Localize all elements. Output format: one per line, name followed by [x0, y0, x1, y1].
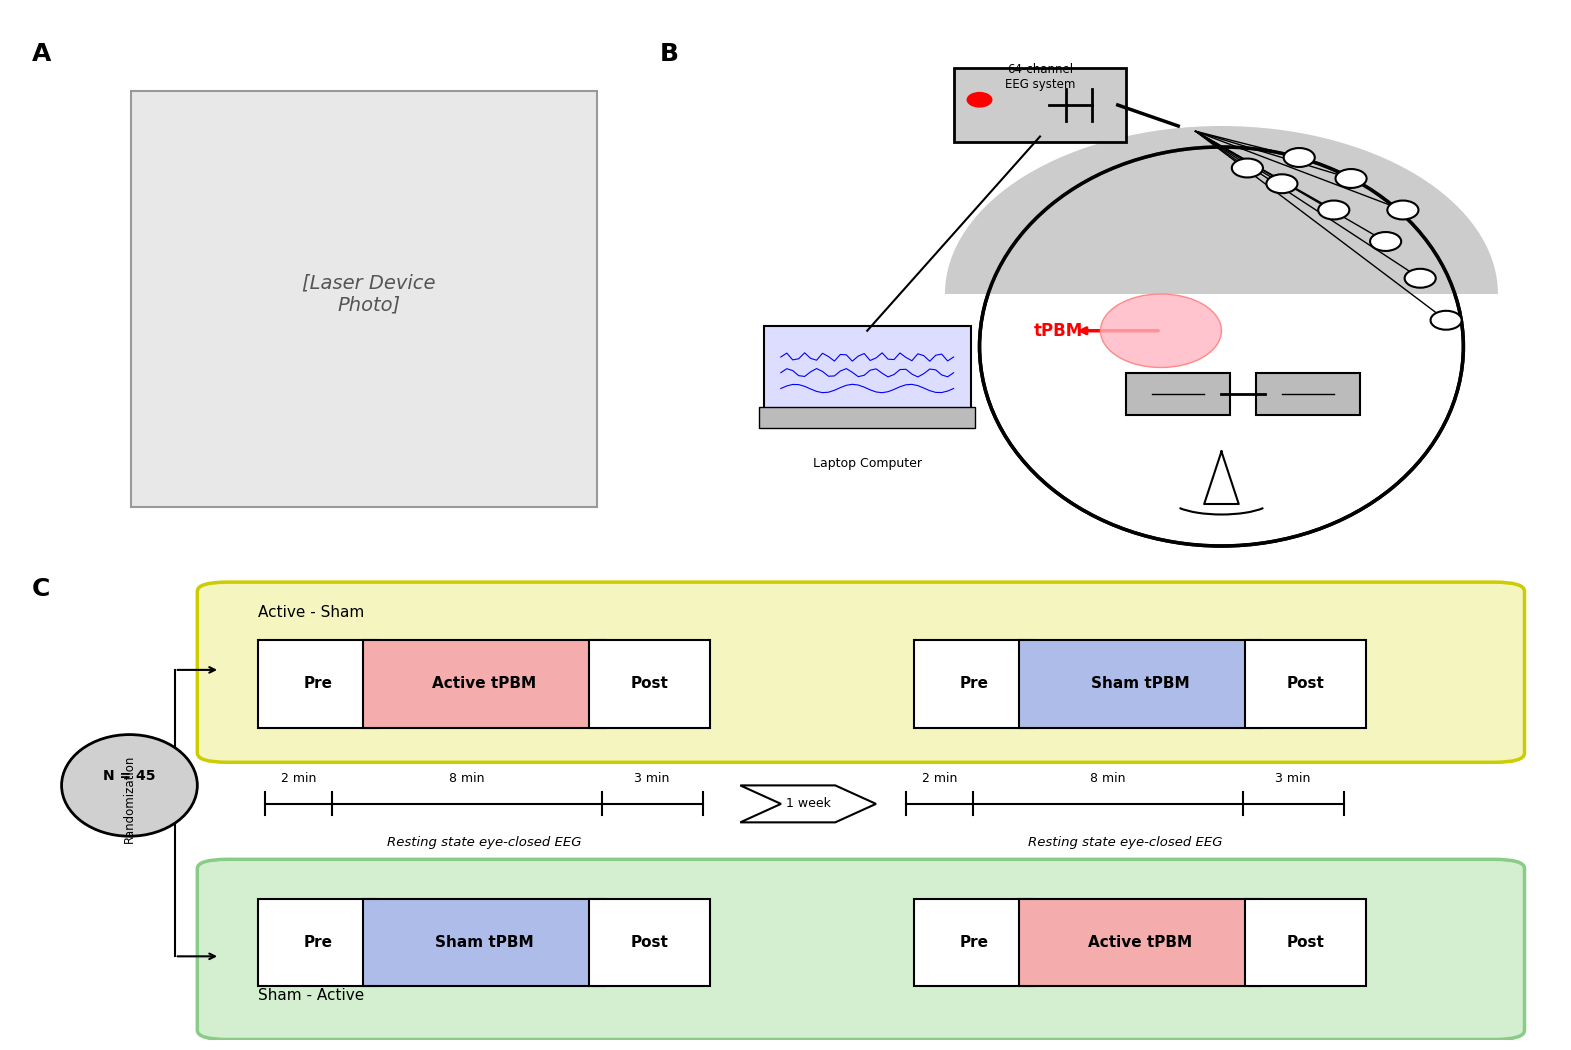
Polygon shape	[740, 785, 877, 822]
Text: Active tPBM: Active tPBM	[1087, 934, 1192, 950]
FancyBboxPatch shape	[198, 582, 1524, 762]
Text: [Laser Device
Photo]: [Laser Device Photo]	[303, 273, 435, 315]
Circle shape	[1404, 269, 1436, 288]
FancyBboxPatch shape	[1255, 373, 1359, 415]
Text: Sham tPBM: Sham tPBM	[1090, 676, 1189, 691]
Circle shape	[1318, 201, 1349, 219]
Text: 8 min: 8 min	[1090, 773, 1126, 785]
FancyBboxPatch shape	[1126, 373, 1230, 415]
FancyBboxPatch shape	[1020, 639, 1260, 728]
Text: Laptop Computer: Laptop Computer	[812, 457, 922, 469]
Circle shape	[1266, 174, 1298, 193]
FancyBboxPatch shape	[363, 639, 605, 728]
FancyBboxPatch shape	[914, 639, 1034, 728]
FancyBboxPatch shape	[1246, 899, 1367, 986]
Text: C: C	[31, 578, 50, 602]
Text: Sham tPBM: Sham tPBM	[435, 934, 533, 950]
Text: Pre: Pre	[303, 934, 333, 950]
Text: Resting state eye-closed EEG: Resting state eye-closed EEG	[1027, 836, 1222, 849]
FancyBboxPatch shape	[1020, 899, 1260, 986]
Text: A: A	[31, 42, 50, 66]
FancyBboxPatch shape	[1246, 639, 1367, 728]
Circle shape	[1387, 201, 1419, 219]
FancyBboxPatch shape	[258, 899, 379, 986]
FancyBboxPatch shape	[764, 326, 971, 415]
Text: 64-channel
EEG system: 64-channel EEG system	[1005, 63, 1075, 91]
Text: Resting state eye-closed EEG: Resting state eye-closed EEG	[386, 836, 581, 849]
Circle shape	[1232, 159, 1263, 177]
Ellipse shape	[980, 147, 1463, 546]
Text: Pre: Pre	[303, 676, 333, 691]
Circle shape	[1335, 169, 1367, 188]
Ellipse shape	[61, 735, 198, 836]
Text: 3 min: 3 min	[635, 773, 669, 785]
Text: Pre: Pre	[960, 676, 988, 691]
Text: Post: Post	[1287, 676, 1324, 691]
FancyBboxPatch shape	[759, 406, 976, 428]
Text: Active - Sham: Active - Sham	[258, 605, 364, 621]
Text: tPBM: tPBM	[1034, 321, 1082, 340]
Text: Active tPBM: Active tPBM	[432, 676, 536, 691]
FancyBboxPatch shape	[130, 90, 597, 506]
Text: 3 min: 3 min	[1276, 773, 1310, 785]
Text: Pre: Pre	[960, 934, 988, 950]
Text: Randomization: Randomization	[123, 755, 137, 843]
FancyBboxPatch shape	[589, 899, 710, 986]
Text: 1 week: 1 week	[786, 797, 831, 811]
Circle shape	[1100, 294, 1221, 367]
Text: Post: Post	[632, 676, 669, 691]
Wedge shape	[944, 126, 1499, 294]
Text: B: B	[660, 42, 679, 66]
Text: 2 min: 2 min	[281, 773, 316, 785]
Text: Post: Post	[1287, 934, 1324, 950]
Circle shape	[1370, 232, 1401, 251]
Text: N = 45: N = 45	[104, 770, 156, 783]
FancyBboxPatch shape	[363, 899, 605, 986]
Circle shape	[1431, 311, 1461, 330]
Text: 8 min: 8 min	[449, 773, 485, 785]
FancyBboxPatch shape	[914, 899, 1034, 986]
FancyBboxPatch shape	[198, 859, 1524, 1040]
Text: Post: Post	[632, 934, 669, 950]
Circle shape	[1284, 148, 1315, 167]
FancyBboxPatch shape	[589, 639, 710, 728]
Text: 2 min: 2 min	[922, 773, 957, 785]
FancyBboxPatch shape	[258, 639, 379, 728]
Text: Sham - Active: Sham - Active	[258, 988, 364, 1003]
Circle shape	[966, 92, 993, 108]
FancyBboxPatch shape	[954, 68, 1126, 142]
